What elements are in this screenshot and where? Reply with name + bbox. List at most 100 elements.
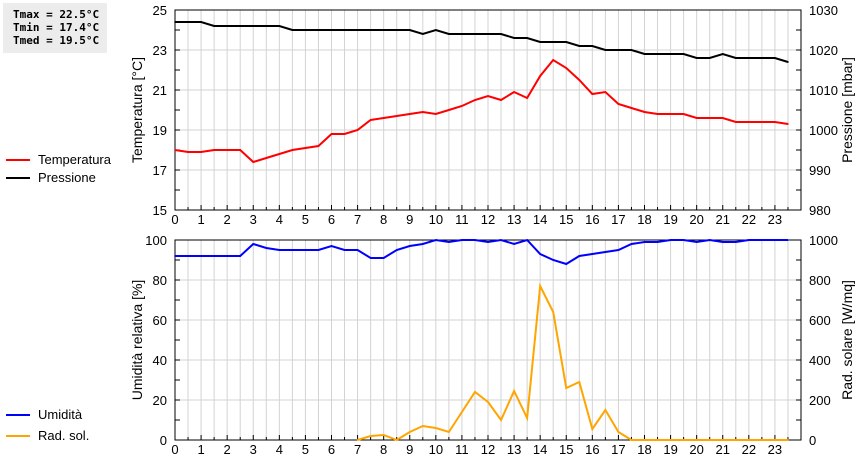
data-point xyxy=(761,439,763,441)
data-point xyxy=(356,249,359,251)
y-tick-label: 21 xyxy=(153,83,167,98)
data-point xyxy=(200,151,202,153)
data-point xyxy=(239,149,242,151)
data-point xyxy=(461,411,463,413)
data-point xyxy=(448,431,450,433)
data-point xyxy=(734,121,737,123)
data-point xyxy=(500,99,502,101)
x-tick-label: 9 xyxy=(406,212,413,227)
series-line-2 xyxy=(175,21,789,63)
data-point xyxy=(539,285,541,287)
data-point xyxy=(174,255,176,257)
x-tick-label: 6 xyxy=(328,442,335,457)
data-point xyxy=(226,25,228,27)
data-point xyxy=(774,239,776,241)
data-point xyxy=(526,37,528,39)
x-tick-label: 11 xyxy=(455,442,469,457)
data-point xyxy=(487,401,489,403)
x-tick-label: 1 xyxy=(197,442,204,457)
y2-tick-label: 1020 xyxy=(809,43,838,58)
data-point xyxy=(474,99,476,101)
data-point xyxy=(526,417,528,419)
x-tick-label: 14 xyxy=(533,442,547,457)
data-point xyxy=(343,29,346,31)
x-tick-label: 18 xyxy=(637,212,651,227)
y-tick-label: 0 xyxy=(160,433,167,448)
data-point xyxy=(304,249,307,251)
x-tick-label: 17 xyxy=(611,212,625,227)
data-point xyxy=(408,245,411,247)
data-point xyxy=(369,119,372,121)
data-point xyxy=(395,249,398,251)
data-point xyxy=(317,29,320,31)
data-point xyxy=(448,241,450,243)
data-point xyxy=(748,439,750,441)
data-point xyxy=(174,21,176,23)
data-point xyxy=(643,241,646,243)
data-point xyxy=(578,45,581,47)
data-point xyxy=(708,57,711,59)
data-point xyxy=(408,113,411,115)
x-tick-label: 15 xyxy=(559,442,573,457)
data-point xyxy=(226,255,228,257)
data-point xyxy=(695,439,698,441)
legend-label: Temperatura xyxy=(38,152,112,167)
data-point xyxy=(669,53,672,55)
data-point xyxy=(395,439,398,441)
x-tick-label: 5 xyxy=(302,212,309,227)
y-tick-label: 40 xyxy=(153,353,167,368)
stats-box: Tmax = 22.5°C Tmin = 17.4°C Tmed = 19.5°… xyxy=(3,3,107,53)
data-point xyxy=(252,161,255,163)
y2-tick-label: 0 xyxy=(809,433,816,448)
data-point xyxy=(265,25,268,27)
data-point xyxy=(630,243,633,245)
data-point xyxy=(708,117,711,119)
x-tick-label: 7 xyxy=(354,212,361,227)
data-point xyxy=(500,33,502,35)
data-point xyxy=(630,49,633,51)
y-tick-label: 15 xyxy=(153,203,167,218)
data-point xyxy=(656,241,659,243)
data-point xyxy=(565,263,568,265)
data-point xyxy=(421,111,424,113)
x-tick-label: 6 xyxy=(328,212,335,227)
x-tick-label: 1 xyxy=(197,212,204,227)
data-point xyxy=(787,239,789,241)
data-point xyxy=(761,121,763,123)
data-point xyxy=(761,57,763,59)
data-point xyxy=(565,387,568,389)
data-point xyxy=(617,249,620,251)
data-point xyxy=(591,45,594,47)
data-point xyxy=(656,439,659,441)
data-point xyxy=(787,439,789,441)
y-tick-label: 19 xyxy=(153,123,167,138)
data-point xyxy=(552,259,555,261)
data-point xyxy=(656,53,659,55)
data-point xyxy=(591,428,594,430)
data-point xyxy=(761,239,763,241)
x-tick-label: 20 xyxy=(689,212,703,227)
data-point xyxy=(200,21,202,23)
legend-label: Rad. sol. xyxy=(38,428,89,443)
data-point xyxy=(421,33,424,35)
data-point xyxy=(721,439,724,441)
data-point xyxy=(578,255,581,257)
data-point xyxy=(369,29,372,31)
data-point xyxy=(695,241,698,243)
x-tick-label: 19 xyxy=(663,212,677,227)
data-point xyxy=(565,67,568,69)
data-point xyxy=(330,245,333,247)
data-point xyxy=(682,113,685,115)
data-point xyxy=(656,113,659,115)
data-point xyxy=(695,117,698,119)
legend-label: Pressione xyxy=(38,170,96,185)
data-point xyxy=(474,391,476,393)
data-point xyxy=(748,239,750,241)
data-point xyxy=(682,53,685,55)
data-point xyxy=(382,257,385,259)
data-point xyxy=(591,93,594,95)
data-point xyxy=(395,115,398,117)
data-point xyxy=(356,29,359,31)
data-point xyxy=(252,243,255,245)
y-tick-label: 20 xyxy=(153,393,167,408)
